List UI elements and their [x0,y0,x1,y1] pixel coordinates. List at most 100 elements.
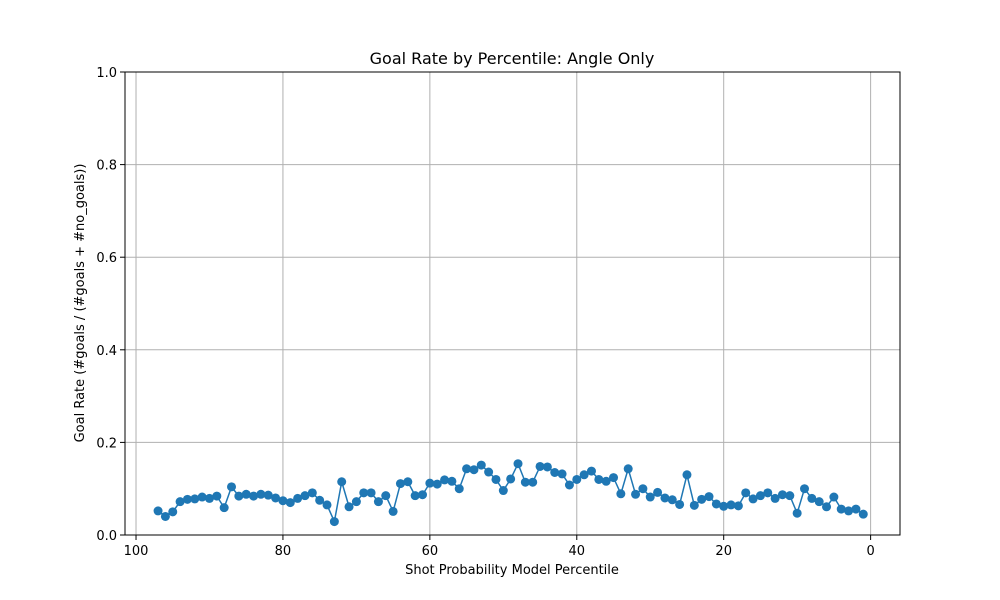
data-point [814,497,824,507]
data-point [653,487,663,497]
chart-title: Goal Rate by Percentile: Angle Only [370,49,655,68]
y-tick-label: 0.6 [96,251,117,266]
x-tick-label: 40 [569,544,586,559]
data-point [542,462,552,472]
data-point [675,499,685,509]
data-point [175,497,185,507]
data-point [836,504,846,514]
data-point [741,488,751,498]
data-point [322,500,332,510]
data-point [160,511,170,521]
data-point [822,502,832,512]
data-point [432,479,442,489]
x-tick-label: 60 [422,544,439,559]
data-point [300,491,310,501]
x-axis-label: Shot Probability Model Percentile [405,563,619,578]
data-point [851,504,861,514]
y-tick-label: 0.0 [96,529,117,544]
data-point [271,493,281,503]
x-tick-label: 20 [715,544,732,559]
data-point [829,492,839,502]
y-tick-label: 1.0 [96,66,117,81]
data-point [667,495,677,505]
data-point [440,475,450,485]
data-point [469,465,479,475]
data-point [212,491,222,501]
data-point [285,498,295,508]
data-point [337,477,347,487]
data-point [491,474,501,484]
data-point [726,500,736,510]
data-point [234,491,244,501]
data-point [249,491,259,501]
data-point [807,493,817,503]
data-point [697,494,707,504]
data-point [388,506,398,516]
data-point [344,502,354,512]
data-point [403,477,413,487]
data-point [733,501,743,511]
data-point [586,466,596,476]
data-point [631,489,641,499]
data-point [329,517,339,527]
data-point [535,461,545,471]
tick-layer: 100 80 60 40 20 0 0.0 0.2 0.4 0.6 0.8 1.0 [96,66,874,559]
data-point [498,486,508,496]
data-point [506,474,516,484]
y-axis-label: Goal Rate (#goals / (#goals + #no_goals)… [73,164,88,443]
data-point [557,469,567,479]
data-point [227,482,237,492]
data-point [645,492,655,502]
data-point [219,503,229,513]
data-point [418,490,428,500]
y-tick-label: 0.4 [96,344,117,359]
plot-frame [124,71,901,536]
data-point [704,492,714,502]
data-point [425,478,435,488]
series-layer [153,459,868,527]
data-point [263,490,273,500]
data-point [616,489,626,499]
data-point [153,506,163,516]
data-point [315,495,325,505]
data-point [755,491,765,501]
data-point [579,470,589,480]
data-point [520,477,530,487]
data-point [785,491,795,501]
data-point [689,500,699,510]
data-point [204,493,214,503]
data-point [594,474,604,484]
data-point [601,476,611,486]
data-point [381,491,391,501]
data-point [366,488,376,498]
data-point [462,464,472,474]
data-point [763,488,773,498]
data-point [792,508,802,518]
data-point [256,489,266,499]
data-point [711,499,721,509]
data-point [550,467,560,477]
data-point [410,491,420,501]
data-point [572,474,582,484]
data-point [770,493,780,503]
data-point [777,490,787,500]
data-point [476,460,486,470]
data-point [609,473,619,483]
x-tick-label: 80 [275,544,292,559]
data-point [197,492,207,502]
y-tick-label: 0.8 [96,159,117,174]
data-point [241,489,251,499]
data-point [623,464,633,474]
data-point [719,501,729,511]
data-point [638,484,648,494]
data-point [564,480,574,490]
data-point [844,506,854,516]
data-point [395,479,405,489]
x-tick-label: 0 [866,544,874,559]
y-tick-label: 0.2 [96,436,117,451]
data-point [373,497,383,507]
data-point [351,497,361,507]
data-point [307,488,317,498]
data-point [800,484,810,494]
